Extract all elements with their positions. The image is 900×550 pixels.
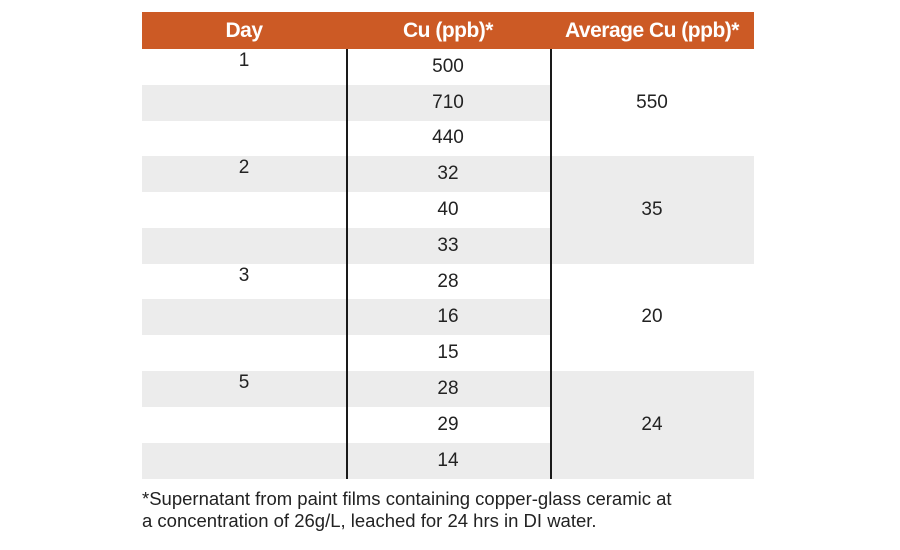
cu-cell: 15 xyxy=(437,342,459,363)
table-row: 2 32 xyxy=(142,156,754,192)
table-row: 15 xyxy=(142,335,754,371)
cu-cell: 14 xyxy=(437,450,459,471)
cu-cell: 40 xyxy=(437,199,459,220)
cu-cell: 33 xyxy=(437,235,459,256)
day-cell: 1 xyxy=(238,50,250,71)
column-divider xyxy=(550,49,552,479)
cu-cell: 440 xyxy=(432,127,464,148)
table-row: 5 28 xyxy=(142,371,754,407)
table-row: 40 xyxy=(142,192,754,228)
average-cell: 35 xyxy=(641,199,663,220)
cu-cell: 28 xyxy=(437,378,459,399)
cu-cell: 500 xyxy=(432,56,464,77)
average-cell: 20 xyxy=(641,306,663,327)
header-day: Day xyxy=(225,18,263,42)
day-cell: 2 xyxy=(238,157,250,178)
footnote-line-2: a concentration of 26g/L, leached for 24… xyxy=(142,510,597,531)
table-row: 1 500 xyxy=(142,49,754,85)
average-cell: 24 xyxy=(641,414,663,435)
cu-cell: 29 xyxy=(437,414,459,435)
average-cell: 550 xyxy=(636,92,668,113)
table-header-row: Day Cu (ppb)* Average Cu (ppb)* xyxy=(142,12,754,49)
table-row: 3 28 xyxy=(142,264,754,300)
day-cell: 5 xyxy=(238,372,250,393)
column-divider xyxy=(346,49,348,479)
cu-cell: 16 xyxy=(437,306,459,327)
header-cu: Cu (ppb)* xyxy=(403,18,493,42)
cu-cell: 710 xyxy=(432,92,464,113)
header-average-cu: Average Cu (ppb)* xyxy=(565,18,739,42)
cu-cell: 28 xyxy=(437,271,459,292)
day-cell: 3 xyxy=(238,265,250,286)
footnote-line-1: *Supernatant from paint films containing… xyxy=(142,488,672,509)
table-row: 14 xyxy=(142,443,754,479)
table-row: 33 xyxy=(142,228,754,264)
table-footnote: *Supernatant from paint films containing… xyxy=(142,488,822,532)
table-body: 1 500 710 440 550 2 32 40 33 35 xyxy=(142,49,754,479)
copper-leach-table: Day Cu (ppb)* Average Cu (ppb)* 1 500 71… xyxy=(142,12,754,479)
cu-cell: 32 xyxy=(437,163,459,184)
table-row: 29 xyxy=(142,407,754,443)
avg-group-bg xyxy=(550,371,754,479)
avg-group-bg xyxy=(550,156,754,264)
table-row: 440 xyxy=(142,120,754,156)
